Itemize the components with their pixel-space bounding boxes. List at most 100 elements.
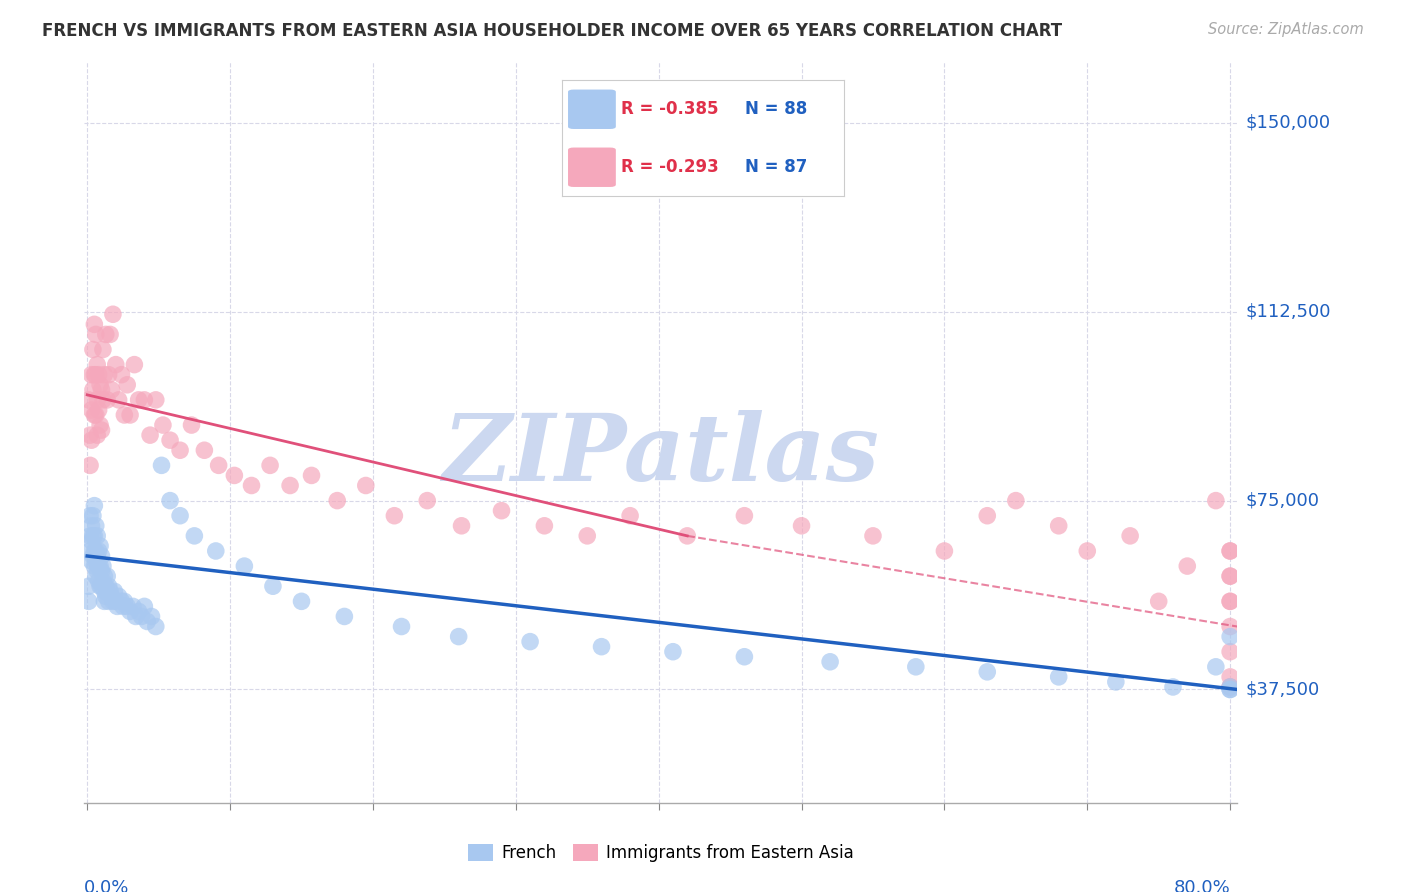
Point — [591, 640, 613, 654]
Point — [533, 518, 555, 533]
Point — [84, 518, 107, 533]
Point — [1119, 529, 1142, 543]
Point — [111, 599, 134, 614]
Point — [519, 634, 541, 648]
Point — [301, 468, 323, 483]
Point — [77, 392, 100, 407]
Point — [98, 584, 121, 599]
Point — [382, 508, 405, 523]
Point — [1005, 493, 1028, 508]
Point — [82, 529, 104, 543]
Point — [96, 569, 118, 583]
Point — [1219, 594, 1241, 608]
Text: N = 88: N = 88 — [745, 100, 807, 119]
Point — [450, 518, 472, 533]
Point — [125, 609, 148, 624]
Point — [89, 418, 111, 433]
Point — [1205, 660, 1227, 674]
Point — [326, 493, 349, 508]
Point — [818, 655, 841, 669]
Point — [86, 564, 108, 578]
Point — [93, 368, 115, 382]
Point — [82, 383, 104, 397]
Point — [159, 433, 181, 447]
Point — [84, 327, 107, 342]
Point — [662, 645, 685, 659]
Point — [90, 549, 112, 563]
Point — [204, 544, 226, 558]
Point — [80, 518, 103, 533]
Point — [86, 392, 108, 407]
Point — [183, 529, 205, 543]
Point — [259, 458, 281, 473]
Text: 80.0%: 80.0% — [1174, 880, 1230, 892]
Point — [87, 574, 110, 589]
Point — [1219, 544, 1241, 558]
Point — [333, 609, 356, 624]
Point — [83, 408, 105, 422]
Point — [1219, 630, 1241, 644]
Point — [1161, 680, 1184, 694]
Point — [93, 569, 115, 583]
Point — [447, 630, 470, 644]
Point — [934, 544, 956, 558]
Point — [115, 377, 138, 392]
Point — [134, 599, 156, 614]
Point — [100, 383, 122, 397]
Point — [96, 392, 118, 407]
Point — [87, 544, 110, 558]
Point — [101, 594, 124, 608]
Point — [77, 579, 100, 593]
Point — [224, 468, 246, 483]
Point — [83, 559, 105, 574]
Point — [90, 383, 112, 397]
Point — [240, 478, 263, 492]
Point — [131, 609, 153, 624]
Point — [976, 665, 998, 679]
Point — [90, 423, 112, 437]
Point — [576, 529, 599, 543]
Text: N = 87: N = 87 — [745, 158, 807, 177]
Point — [676, 529, 699, 543]
Point — [1219, 682, 1241, 697]
Point — [1076, 544, 1098, 558]
Point — [79, 529, 101, 543]
Point — [80, 533, 103, 548]
Point — [101, 307, 124, 321]
Point — [89, 377, 111, 392]
Point — [93, 594, 115, 608]
Point — [86, 358, 108, 372]
Point — [619, 508, 641, 523]
Point — [90, 564, 112, 578]
Point — [180, 418, 202, 433]
Point — [93, 584, 115, 599]
Point — [84, 544, 107, 558]
Point — [79, 428, 101, 442]
Point — [112, 408, 135, 422]
Point — [233, 559, 256, 574]
Point — [86, 549, 108, 563]
Point — [1205, 493, 1227, 508]
Point — [96, 584, 118, 599]
Point — [89, 579, 111, 593]
Point — [115, 599, 138, 614]
Point — [77, 594, 100, 608]
Point — [83, 368, 105, 382]
Point — [87, 559, 110, 574]
Point — [91, 343, 114, 357]
Point — [976, 508, 998, 523]
Point — [122, 599, 145, 614]
Point — [84, 408, 107, 422]
Point — [1219, 680, 1241, 694]
Point — [83, 529, 105, 543]
Point — [84, 554, 107, 568]
Point — [82, 508, 104, 523]
Point — [141, 609, 163, 624]
Point — [1105, 674, 1128, 689]
Point — [1219, 544, 1241, 558]
Point — [159, 493, 181, 508]
Point — [103, 584, 125, 599]
Point — [1219, 619, 1241, 633]
Point — [79, 458, 101, 473]
Point — [120, 408, 142, 422]
